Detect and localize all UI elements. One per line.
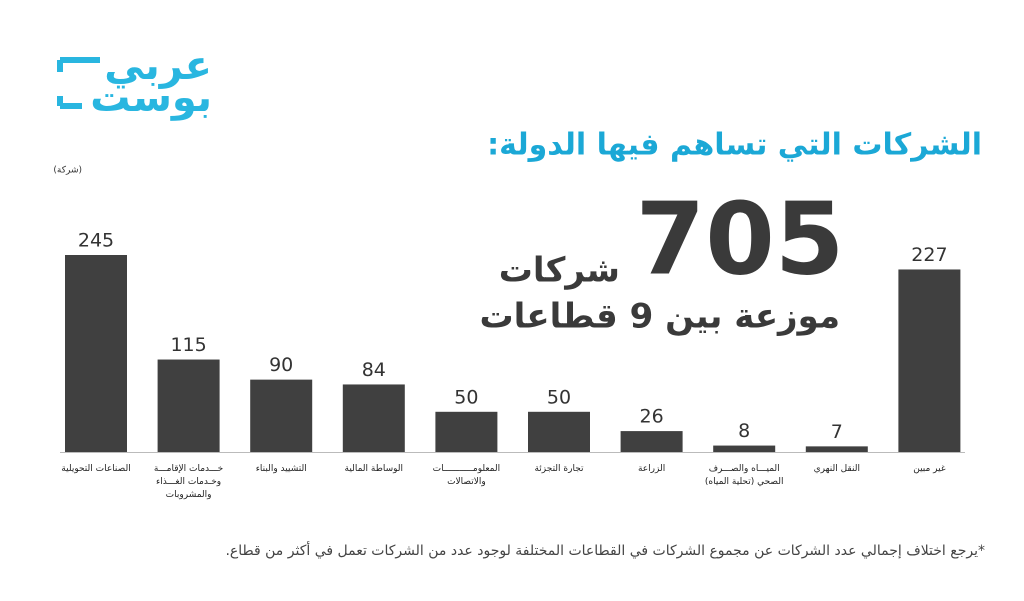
bar [713,445,776,452]
logo: عربي بوست [57,43,212,121]
category-label: تجارة التجزئة [534,464,584,474]
total-caption: شركات [499,251,620,291]
value-label: 50 [547,386,571,408]
total-subtitle: موزعة بين 9 قطاعات [479,297,840,337]
category-label: الصناعات التحويلية [61,464,130,474]
category-label: غير مبين [913,464,946,474]
bar [528,411,590,452]
logo-line1: عربي [104,43,212,89]
bar [620,431,683,452]
value-label: 227 [911,244,947,266]
value-label: 8 [738,420,750,442]
value-label: 84 [362,359,386,381]
bar [805,446,868,452]
value-label: 50 [454,386,478,408]
category-label: النقل النهري [814,464,860,474]
category-label: الوساطة المالية [345,464,404,474]
value-label: 245 [78,230,114,252]
bar [157,359,220,452]
footnote: *يرجع اختلاف إجمالي عدد الشركات عن مجموع… [225,541,985,559]
value-label: 26 [640,406,664,428]
category-label: المعلومـــــــــــات والاتصالات [433,464,500,487]
logo-frame [57,57,100,109]
bar [435,411,498,452]
bar [250,379,313,452]
category-label: التشييد والبناء [256,464,307,474]
category-label: الميـــاه والصـــرف الصحي (تحلية المياه) [705,464,784,487]
bar [65,255,127,452]
category-label: الزراعة [638,464,665,474]
total-number: 705 [636,180,845,297]
value-label: 90 [269,354,293,376]
chart-title: الشركات التي تساهم فيها الدولة: [487,128,982,163]
unit-label: (شركة) [53,166,82,176]
value-label: 7 [831,421,843,443]
logo-line2: بوست [90,75,212,121]
category-label: خـــدمات الإقامـــة وخـدمات الغـــذاء والم… [154,464,223,500]
value-label: 115 [170,334,206,356]
bar [342,384,405,452]
bar [898,269,961,452]
